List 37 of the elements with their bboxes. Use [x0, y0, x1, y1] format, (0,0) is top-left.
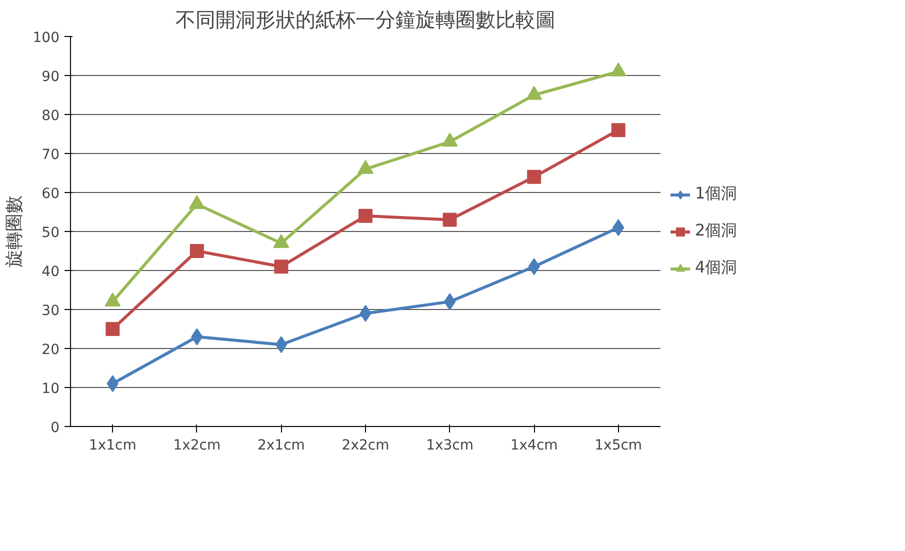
- x-tick-label: 1x1cm: [88, 438, 136, 454]
- point: [527, 170, 542, 184]
- point: [526, 86, 542, 100]
- point: [610, 62, 626, 76]
- y-tick-label: 70: [42, 147, 60, 163]
- point: [106, 322, 120, 336]
- y-tick-label: 40: [42, 264, 60, 280]
- y-tick-label: 10: [42, 381, 60, 397]
- y-tick-label: 60: [42, 186, 60, 202]
- point: [358, 160, 374, 174]
- x-tick-label: 2x2cm: [342, 438, 390, 454]
- y-tick-label: 0: [50, 420, 60, 436]
- x-tick-label: 1x2cm: [173, 438, 221, 454]
- point: [190, 244, 204, 258]
- legend-label: 2個洞: [695, 220, 738, 242]
- y-tick-label: 100: [32, 30, 60, 46]
- x-tick-label: 1x5cm: [594, 438, 642, 454]
- x-tick-label: 2x1cm: [257, 438, 305, 454]
- chart-title: 不同開洞形狀的紙杯一分鐘旋轉圈數比較圖: [176, 8, 556, 32]
- point: [442, 132, 458, 147]
- y-tick-label: 50: [42, 225, 60, 241]
- point: [275, 336, 288, 354]
- x-tick-label: 1x3cm: [426, 438, 474, 454]
- point: [444, 293, 456, 310]
- legend-label: 1個洞: [695, 184, 738, 204]
- y-axis-title: 旋轉圈數: [4, 196, 25, 268]
- y-tick-label: 30: [42, 303, 60, 319]
- point: [188, 195, 205, 210]
- point: [273, 234, 290, 248]
- x-tick-label: 1x4cm: [510, 438, 558, 454]
- point: [274, 260, 288, 274]
- point: [442, 212, 457, 227]
- y-tick-label: 80: [42, 108, 60, 124]
- point: [358, 208, 372, 223]
- y-tick-label: 20: [42, 342, 60, 358]
- y-tick-label: 90: [42, 69, 60, 85]
- legend-label: 4個洞: [695, 258, 738, 278]
